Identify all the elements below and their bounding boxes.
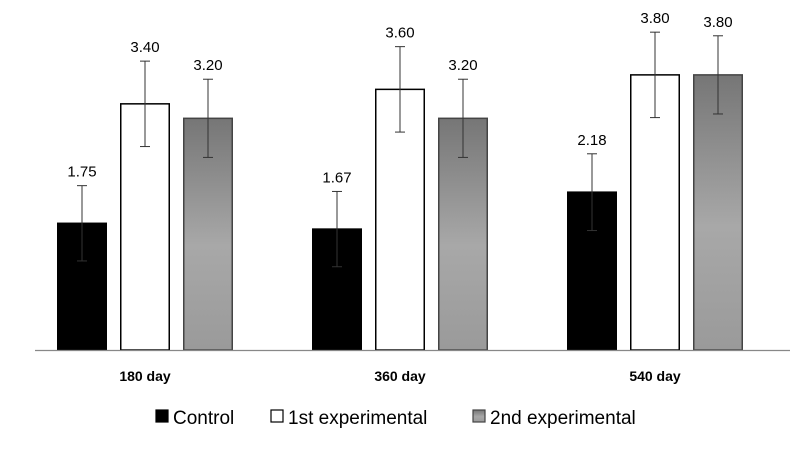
- value-label-1-2: 1.67: [322, 169, 351, 186]
- error-bars-layer: [77, 31, 723, 268]
- category-label-1: 180 day: [119, 368, 171, 384]
- legend-swatch-3: [472, 409, 486, 423]
- value-labels-layer: 1.75 3.40 3.20 1.67 3.60 3.20 2.18 3.80 3.80: [67, 10, 732, 186]
- legend-label-2: 1st experimental: [288, 408, 427, 429]
- bar-3-3: [693, 74, 743, 351]
- bar-1-2: [312, 228, 362, 351]
- value-label-3-2: 3.20: [448, 57, 477, 74]
- value-label-2-2: 3.60: [385, 25, 414, 42]
- value-label-2-3: 3.80: [640, 10, 669, 27]
- legend-label-3: 2nd experimental: [490, 408, 636, 429]
- legend-swatch-1: [155, 409, 169, 423]
- category-label-2: 360 day: [374, 368, 426, 384]
- category-label-3: 540 day: [629, 368, 681, 384]
- value-label-3-3: 3.80: [703, 14, 732, 31]
- value-label-3-1: 3.20: [193, 57, 222, 74]
- legend-item-3: 2nd experimental: [472, 408, 636, 429]
- legend-item-1: Control: [155, 408, 234, 429]
- legend-label-1: Control: [173, 408, 234, 429]
- legend-swatch-2: [270, 409, 284, 423]
- bar-2-3: [630, 74, 680, 351]
- value-label-1-3: 2.18: [577, 132, 606, 149]
- legend: Control 1st experimental 2nd experimental: [155, 408, 636, 429]
- category-labels-layer: 180 day 360 day 540 day: [119, 368, 681, 384]
- value-label-2-1: 3.40: [130, 39, 159, 56]
- value-label-1-1: 1.75: [67, 164, 96, 181]
- legend-item-2: 1st experimental: [270, 408, 427, 429]
